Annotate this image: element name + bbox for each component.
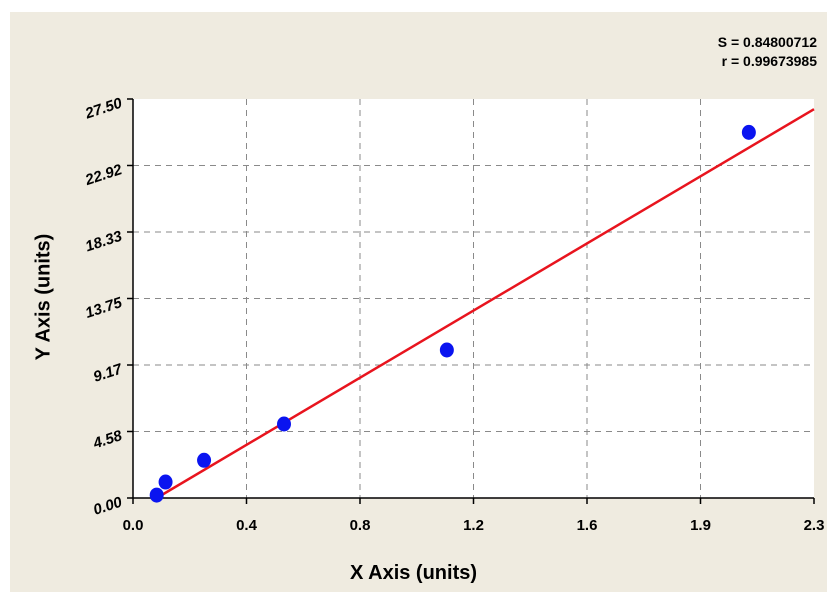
data-point <box>158 474 173 490</box>
stat-s: S = 0.84800712 <box>717 34 817 50</box>
x-tick-label: 0.0 <box>123 517 144 534</box>
y-tick-label: 27.50 <box>82 94 125 122</box>
y-tick-label: 22.92 <box>82 161 125 189</box>
x-axis-title: X Axis (units) <box>349 562 478 584</box>
data-point <box>197 452 212 468</box>
y-tick-label: 4.58 <box>90 427 125 453</box>
x-tick-label: 1.9 <box>690 517 711 534</box>
data-point <box>149 487 164 503</box>
x-tick-label: 0.8 <box>350 517 371 534</box>
data-point <box>277 416 292 432</box>
y-tick-label: 9.17 <box>91 360 125 385</box>
data-point <box>741 124 756 140</box>
y-tick-label: 13.75 <box>83 294 125 322</box>
x-tick-label: 1.6 <box>577 517 598 534</box>
stat-r: r = 0.99673985 <box>721 53 817 69</box>
x-tick-label: 2.3 <box>804 517 825 534</box>
data-point <box>439 342 454 358</box>
x-tick-label: 0.4 <box>236 517 258 534</box>
fit-line <box>156 108 815 500</box>
x-tick-label: 1.2 <box>463 517 484 534</box>
y-axis-title: Y Axis (units) <box>32 233 55 361</box>
y-tick-label: 18.33 <box>83 227 125 255</box>
y-tick-label: 0.00 <box>91 493 125 518</box>
